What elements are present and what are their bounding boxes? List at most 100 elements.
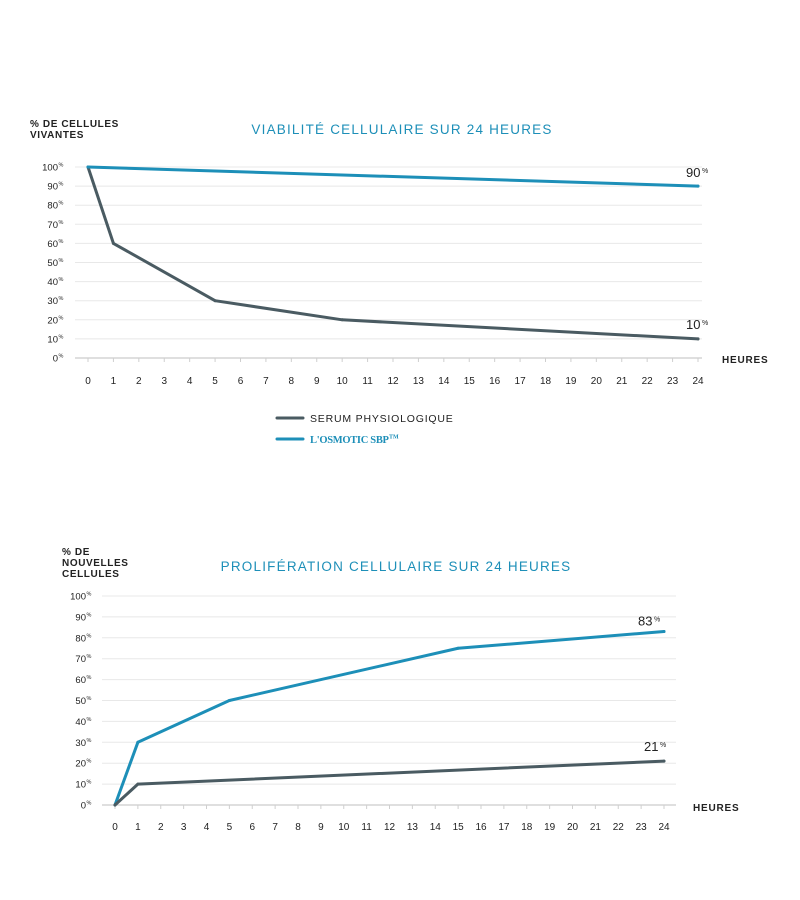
x-tick-label: 2 (158, 822, 164, 833)
y-tick-unit: % (87, 759, 92, 765)
end-value-label: 90 (686, 165, 700, 180)
x-tick-label: 21 (616, 376, 628, 387)
x-tick-label: 6 (249, 822, 255, 833)
series-line-2 (86, 165, 700, 188)
data-point (696, 337, 700, 341)
y-tick-unit: % (59, 220, 64, 226)
y-tick-unit: % (87, 675, 92, 681)
series-line-1 (86, 165, 700, 341)
x-tick-label: 9 (318, 822, 324, 833)
y-tick-unit: % (59, 315, 64, 321)
x-tick-label: 19 (565, 376, 577, 387)
y-tick-unit: % (59, 239, 64, 245)
x-tick-label: 5 (227, 822, 233, 833)
y-tick-label: 40 (47, 277, 58, 288)
x-tick-label: 18 (521, 822, 533, 833)
x-tick-label: 11 (362, 376, 373, 387)
x-tick-label: 8 (295, 822, 301, 833)
x-tick-label: 15 (464, 376, 476, 387)
x-tick-label: 20 (591, 376, 603, 387)
y-tick-label: 20 (75, 759, 86, 770)
y-tick-unit: % (59, 277, 64, 283)
series-line-1 (113, 630, 666, 807)
y-tick-label: 50 (47, 258, 58, 269)
y-tick-unit: % (59, 182, 64, 188)
x-tick-label: 16 (489, 376, 501, 387)
x-tick-label: 23 (667, 376, 679, 387)
data-point (111, 241, 115, 245)
y-tick-label: 60 (75, 675, 86, 686)
end-value-unit: % (660, 742, 666, 749)
y-tick-label: 40 (75, 717, 86, 728)
y-tick-label: 0 (53, 354, 58, 365)
y-tick-unit: % (59, 354, 64, 360)
x-tick-label: 19 (544, 822, 556, 833)
x-tick-label: 22 (613, 822, 625, 833)
data-point (662, 630, 666, 634)
x-tick-label: 4 (187, 376, 193, 387)
legend-label: L'OSMOTIC SBP (310, 435, 390, 446)
x-tick-label: 15 (453, 822, 465, 833)
data-point (340, 318, 344, 322)
y-tick-unit: % (87, 696, 92, 702)
end-value-unit: % (654, 617, 660, 624)
y-axis-label: VIVANTES (30, 130, 84, 141)
x-tick-label: 17 (498, 822, 510, 833)
y-tick-label: 80 (75, 633, 86, 644)
x-tick-label: 6 (238, 376, 244, 387)
y-axis-label: NOUVELLES (62, 558, 129, 569)
x-tick-label: 17 (515, 376, 527, 387)
y-tick-unit: % (87, 612, 92, 618)
x-tick-label: 12 (387, 376, 399, 387)
x-tick-label: 13 (407, 822, 419, 833)
x-tick-label: 4 (204, 822, 210, 833)
x-tick-label: 21 (590, 822, 602, 833)
x-tick-label: 11 (361, 822, 372, 833)
y-tick-label: 90 (75, 612, 86, 623)
end-value-unit: % (702, 168, 708, 175)
x-tick-label: 23 (636, 822, 648, 833)
data-point (662, 759, 666, 763)
x-tick-label: 10 (337, 376, 349, 387)
x-tick-label: 12 (384, 822, 396, 833)
y-tick-label: 50 (75, 696, 86, 707)
x-tick-label: 14 (438, 376, 450, 387)
x-tick-label: 5 (212, 376, 218, 387)
data-point (213, 299, 217, 303)
y-tick-label: 0 (81, 801, 86, 812)
data-point (456, 646, 460, 650)
x-tick-label: 14 (430, 822, 442, 833)
data-point (136, 740, 140, 744)
y-tick-label: 100 (70, 592, 86, 603)
x-tick-label: 3 (161, 376, 167, 387)
data-point (86, 165, 90, 169)
x-tick-label: 24 (658, 822, 670, 833)
x-tick-label: 7 (263, 376, 269, 387)
x-tick-label: 0 (112, 822, 118, 833)
y-tick-unit: % (59, 201, 64, 207)
y-tick-label: 100 (42, 163, 58, 174)
legend: SERUM PHYSIOLOGIQUE L'OSMOTIC SBP TM (275, 413, 454, 446)
y-tick-unit: % (87, 738, 92, 744)
y-axis-label: CELLULES (62, 569, 120, 580)
x-tick-label: 7 (272, 822, 278, 833)
y-tick-label: 80 (47, 201, 58, 212)
y-axis-label: % DE (62, 547, 90, 558)
x-tick-label: 8 (289, 376, 295, 387)
x-tick-label: 16 (475, 822, 487, 833)
x-tick-label: 24 (692, 376, 704, 387)
y-tick-unit: % (59, 258, 64, 264)
legend-label: SERUM PHYSIOLOGIQUE (310, 413, 454, 425)
x-tick-label: 2 (136, 376, 142, 387)
x-axis-label: HEURES (693, 803, 739, 814)
y-tick-unit: % (59, 163, 64, 169)
y-axis-label: % DE CELLULES (30, 119, 119, 130)
end-value-label: 21 (644, 739, 658, 754)
data-point (136, 782, 140, 786)
y-tick-label: 60 (47, 239, 58, 250)
y-tick-label: 10 (47, 334, 58, 345)
y-tick-unit: % (87, 592, 92, 598)
x-tick-label: 0 (85, 376, 91, 387)
